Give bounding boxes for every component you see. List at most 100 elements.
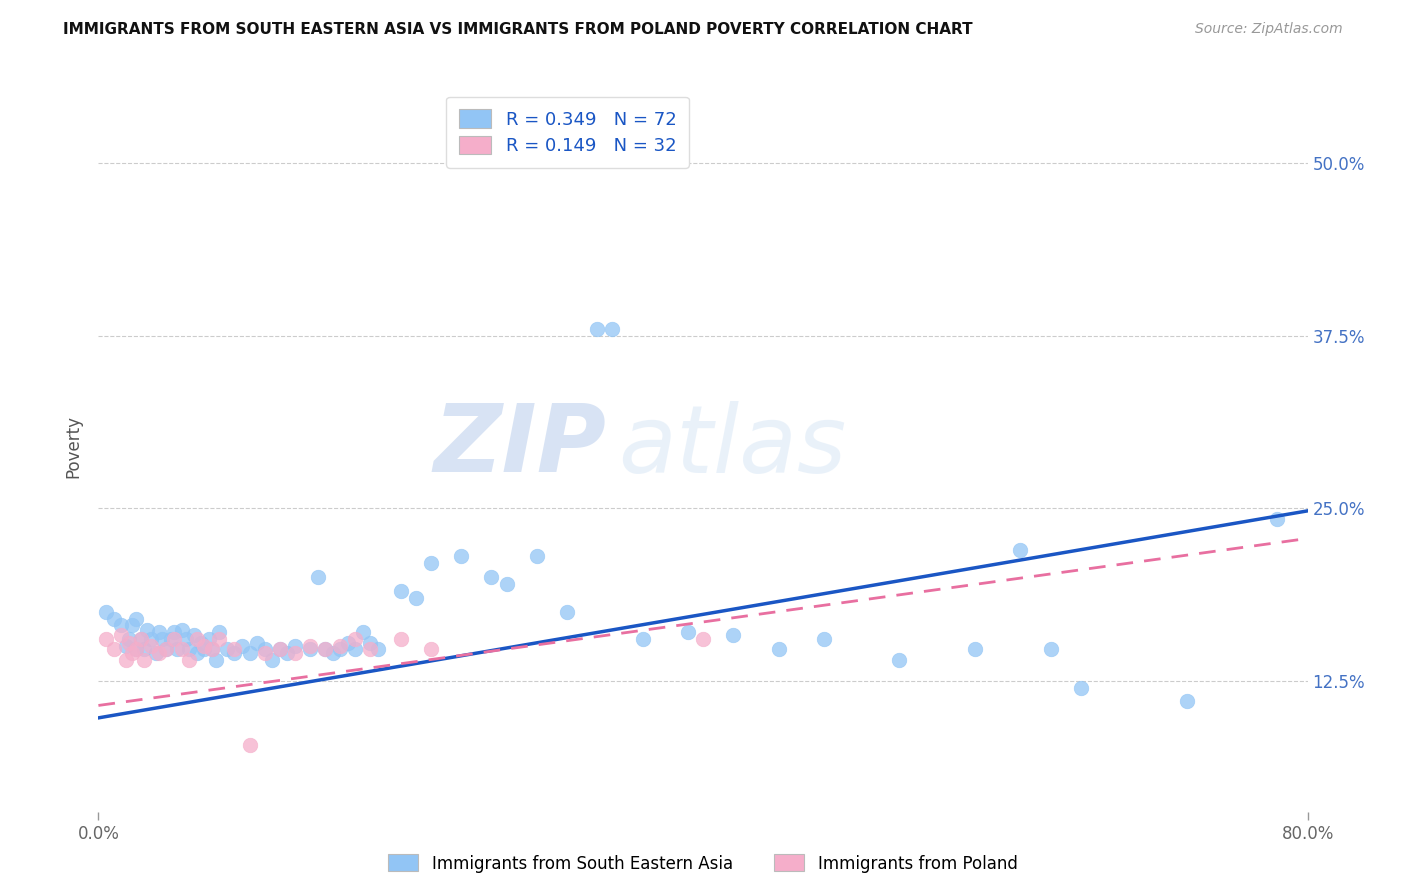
Point: [118, 636, 141, 650]
Point: [135, 623, 157, 637]
Point: [231, 639, 253, 653]
Point: [94, 605, 117, 619]
Point: [307, 570, 329, 584]
Point: [389, 632, 412, 647]
Point: [179, 641, 201, 656]
Point: [129, 632, 152, 647]
Text: IMMIGRANTS FROM SOUTH EASTERN ASIA VS IMMIGRANTS FROM POLAND POVERTY CORRELATION: IMMIGRANTS FROM SOUTH EASTERN ASIA VS IM…: [63, 22, 973, 37]
Point: [314, 641, 336, 656]
Point: [329, 641, 352, 656]
Point: [344, 632, 367, 647]
Point: [1267, 512, 1289, 526]
Point: [224, 646, 246, 660]
Point: [329, 639, 352, 653]
Point: [193, 639, 215, 653]
Point: [125, 611, 148, 625]
Point: [186, 632, 208, 647]
Point: [495, 577, 517, 591]
Point: [170, 641, 193, 656]
Point: [155, 641, 177, 656]
Point: [239, 739, 262, 753]
Point: [692, 632, 714, 647]
Point: [174, 632, 197, 647]
Point: [163, 625, 186, 640]
Point: [141, 639, 163, 653]
Point: [284, 646, 307, 660]
Point: [118, 632, 141, 647]
Point: [205, 653, 228, 667]
Point: [125, 641, 148, 656]
Point: [1039, 641, 1062, 656]
Point: [201, 641, 224, 656]
Point: [125, 641, 148, 656]
Point: [215, 641, 238, 656]
Point: [110, 618, 132, 632]
Text: atlas: atlas: [619, 401, 846, 491]
Point: [314, 641, 336, 656]
Point: [1070, 681, 1092, 695]
Point: [723, 628, 745, 642]
Point: [193, 641, 215, 656]
Point: [405, 591, 427, 605]
Point: [965, 641, 987, 656]
Point: [360, 636, 382, 650]
Point: [183, 628, 205, 642]
Point: [121, 646, 143, 660]
Point: [208, 625, 231, 640]
Point: [284, 639, 307, 653]
Point: [155, 641, 177, 656]
Point: [160, 632, 183, 647]
Point: [148, 625, 170, 640]
Point: [253, 646, 276, 660]
Point: [186, 646, 208, 660]
Point: [163, 632, 186, 647]
Point: [813, 632, 835, 647]
Point: [299, 639, 322, 653]
Point: [224, 641, 246, 656]
Point: [420, 557, 443, 571]
Point: [481, 570, 503, 584]
Point: [269, 641, 291, 656]
Point: [94, 632, 117, 647]
Point: [450, 549, 472, 564]
Point: [586, 321, 609, 335]
Point: [208, 632, 231, 647]
Point: [262, 653, 284, 667]
Point: [253, 641, 276, 656]
Point: [150, 632, 173, 647]
Point: [114, 639, 136, 653]
Point: [555, 605, 578, 619]
Point: [121, 618, 143, 632]
Point: [276, 646, 298, 660]
Point: [526, 549, 548, 564]
Point: [367, 641, 389, 656]
Point: [246, 636, 269, 650]
Point: [190, 636, 212, 650]
Point: [420, 641, 443, 656]
Point: [336, 636, 359, 650]
Text: ZIP: ZIP: [433, 400, 606, 492]
Point: [170, 623, 193, 637]
Point: [676, 625, 699, 640]
Point: [1175, 694, 1198, 708]
Point: [1010, 542, 1032, 557]
Point: [103, 611, 125, 625]
Point: [889, 653, 911, 667]
Point: [110, 628, 132, 642]
Point: [148, 646, 170, 660]
Point: [602, 321, 624, 335]
Point: [141, 632, 163, 647]
Point: [145, 646, 167, 660]
Point: [114, 653, 136, 667]
Point: [166, 641, 188, 656]
Point: [344, 641, 367, 656]
Point: [197, 632, 219, 647]
Y-axis label: Poverty: Poverty: [65, 415, 83, 477]
Point: [352, 625, 374, 640]
Point: [360, 641, 382, 656]
Legend: R = 0.349   N = 72, R = 0.149   N = 32: R = 0.349 N = 72, R = 0.149 N = 32: [446, 96, 689, 168]
Point: [269, 641, 291, 656]
Point: [239, 646, 262, 660]
Point: [132, 641, 155, 656]
Point: [179, 653, 201, 667]
